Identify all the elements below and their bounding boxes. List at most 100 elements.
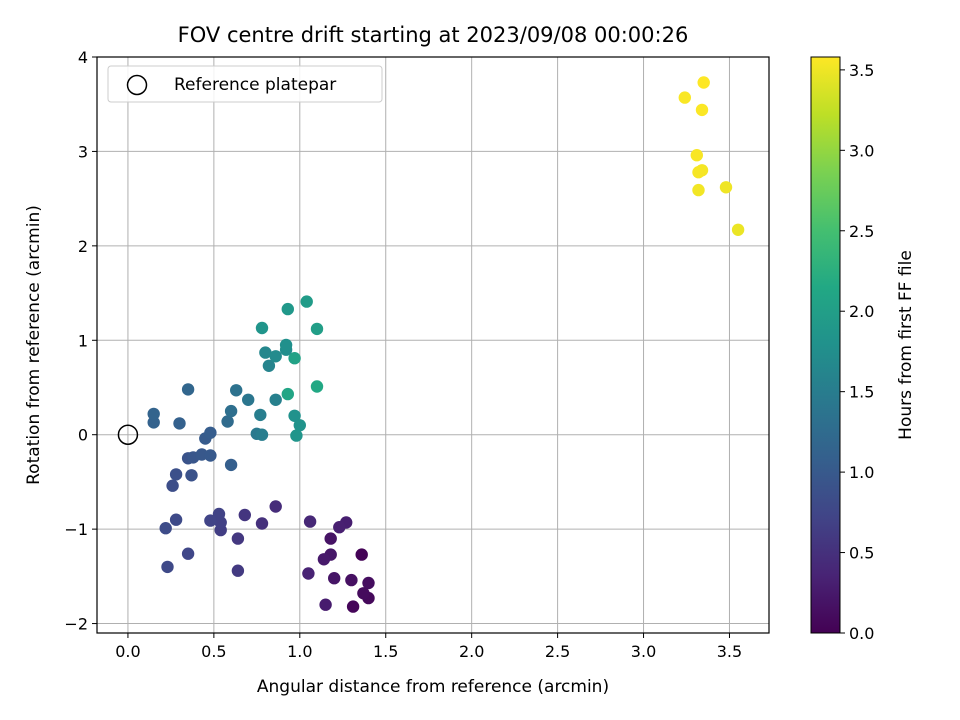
data-point (293, 419, 306, 432)
data-point (346, 600, 360, 613)
legend: Reference platepar (107, 65, 383, 103)
data-point (224, 404, 238, 418)
data-point (302, 567, 315, 580)
legend-marker (126, 74, 148, 96)
legend-label: Reference platepar (174, 75, 336, 95)
data-point (290, 429, 303, 442)
data-point (345, 573, 358, 587)
data-point (300, 295, 313, 308)
data-point (161, 560, 174, 574)
colorbar-tick-label: 2.5 (849, 222, 874, 241)
colorbar-tick-label: 0.0 (849, 624, 874, 643)
colorbar-tick-label: 3.0 (849, 141, 874, 160)
colorbar-tick-label: 3.5 (849, 61, 874, 80)
data-point (355, 548, 368, 561)
colorbar-title: Hours from first FF file (896, 250, 916, 440)
colorbar-tick-label: 0.5 (849, 544, 874, 563)
data-point (310, 322, 324, 336)
reference-point (117, 424, 139, 445)
data-point (678, 91, 691, 104)
colorbar: 0.0 0.5 1.0 1.5 2.0 2.5 3.0 3.5 Hours from firs… (810, 56, 916, 643)
data-point (319, 598, 332, 611)
data-point (288, 352, 301, 365)
reference-platepar-marker (117, 424, 139, 445)
y-tick-label: 4 (78, 48, 88, 67)
plot-frame (96, 56, 770, 634)
data-point (255, 428, 269, 441)
x-axis-ticks: 0.0 0.5 1.0 1.5 2.0 2.5 3.0 3.5 (115, 633, 742, 661)
data-point (204, 426, 217, 439)
data-point (231, 532, 245, 545)
data-point (166, 479, 179, 492)
data-point (147, 416, 160, 429)
y-axis-title: Rotation from reference (arcmin) (24, 205, 44, 485)
data-point (262, 359, 276, 372)
grid-lines (97, 56, 769, 633)
data-point (362, 576, 375, 590)
data-point (204, 449, 217, 462)
data-point (719, 181, 733, 194)
data-point (185, 469, 198, 482)
colorbar-tick-label: 1.0 (849, 463, 874, 482)
data-point (181, 383, 195, 396)
data-point (324, 532, 337, 545)
y-axis-ticks: −2 −1 0 1 2 3 4 (64, 48, 97, 634)
data-point (254, 408, 267, 422)
chart-title: FOV centre drift starting at 2023/09/08 … (178, 23, 689, 47)
data-point (281, 387, 294, 401)
y-tick-label: 3 (78, 142, 88, 161)
data-point (695, 103, 709, 117)
data-point (255, 321, 269, 335)
y-tick-label: −1 (64, 520, 88, 539)
colorbar-ticks: 0.0 0.5 1.0 1.5 2.0 2.5 3.0 3.5 (840, 61, 874, 643)
data-point (310, 380, 324, 393)
data-point (692, 183, 705, 197)
y-tick-label: 0 (78, 426, 88, 445)
colorbar-gradient (810, 56, 841, 634)
data-point (242, 393, 255, 406)
data-point (231, 564, 245, 577)
x-tick-label: 2.0 (459, 642, 484, 661)
x-tick-label: 2.5 (545, 642, 570, 661)
data-point (181, 547, 195, 560)
x-tick-label: 3.0 (631, 642, 656, 661)
colorbar-tick-label: 1.5 (849, 383, 874, 402)
data-point (333, 521, 346, 534)
data-point (147, 407, 160, 421)
data-point (692, 166, 705, 179)
y-tick-label: −2 (64, 615, 88, 634)
data-point (357, 587, 370, 600)
data-point (269, 350, 282, 363)
data-point (212, 507, 226, 521)
data-point (697, 76, 710, 89)
data-point (204, 514, 217, 527)
data-points (147, 76, 745, 613)
data-point (259, 346, 272, 359)
data-point (159, 522, 172, 535)
colorbar-tick-label: 2.0 (849, 302, 874, 321)
x-tick-label: 3.5 (717, 642, 742, 661)
legend-box (107, 65, 383, 103)
data-point (224, 458, 238, 472)
data-point (279, 338, 293, 352)
x-tick-label: 0.0 (115, 642, 140, 661)
data-point (731, 223, 745, 236)
data-point (269, 393, 282, 406)
data-point (303, 515, 317, 528)
data-point (317, 553, 331, 566)
y-tick-label: 1 (78, 331, 88, 350)
data-point (269, 500, 282, 513)
data-point (238, 508, 251, 522)
x-axis-title: Angular distance from reference (arcmin) (257, 677, 609, 697)
data-point (328, 572, 341, 585)
data-point (230, 384, 243, 397)
data-point (169, 513, 183, 526)
data-point (173, 417, 186, 430)
y-tick-label: 2 (78, 237, 88, 256)
x-tick-label: 0.5 (201, 642, 226, 661)
data-point (288, 409, 301, 422)
x-tick-label: 1.0 (287, 642, 312, 661)
data-point (255, 517, 269, 530)
data-point (169, 468, 183, 481)
